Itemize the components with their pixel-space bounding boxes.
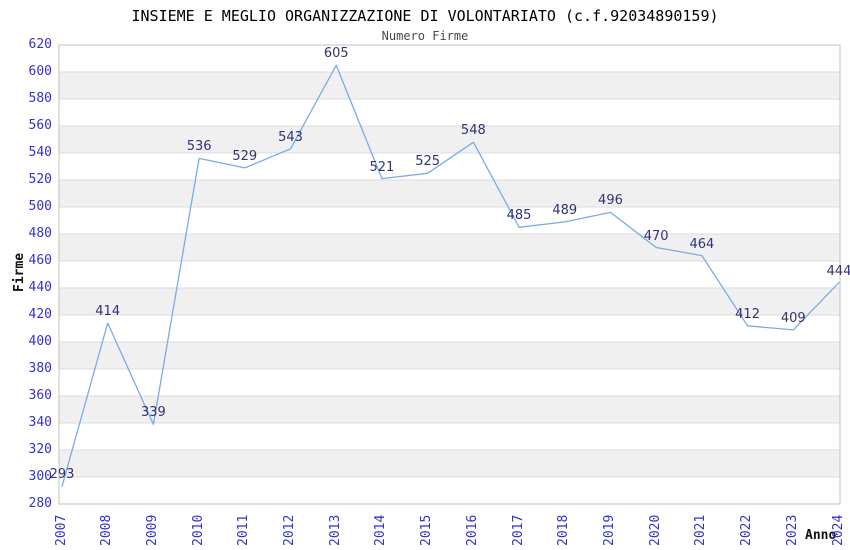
y-tick-label: 620 [28, 37, 52, 52]
data-point-label: 485 [506, 208, 532, 224]
y-tick-label: 380 [28, 361, 52, 376]
data-point-label: 414 [95, 304, 121, 320]
y-tick-label: 540 [28, 145, 52, 160]
data-point-label: 293 [49, 467, 75, 483]
y-tick-label: 340 [28, 415, 52, 430]
x-tick-label: 2010 [190, 514, 206, 546]
x-tick-label: 2020 [647, 514, 663, 546]
x-tick-label: 2021 [693, 514, 709, 546]
data-point-label: 543 [278, 129, 303, 145]
y-tick-label: 580 [28, 91, 52, 106]
x-tick-label: 2023 [784, 514, 800, 546]
x-tick-label: 2018 [556, 514, 572, 546]
y-tick-label: 480 [28, 226, 52, 241]
x-tick-label: 2022 [739, 514, 755, 546]
x-tick-label: 2016 [464, 514, 480, 546]
y-tick-label: 460 [28, 253, 52, 268]
x-tick-label: 2024 [830, 514, 846, 546]
data-point-label: 529 [232, 148, 258, 164]
x-tick-label: 2017 [510, 514, 526, 546]
x-tick-label: 2008 [99, 514, 115, 546]
x-axis-title: Anno [805, 528, 837, 543]
x-tick-label: 2007 [53, 514, 69, 546]
data-point-label: 339 [140, 405, 166, 421]
data-point-label: 605 [323, 46, 349, 62]
y-tick-label: 400 [28, 334, 52, 349]
x-tick-label: 2012 [282, 514, 298, 546]
x-tick-label: 2009 [144, 514, 160, 546]
plot-band [59, 342, 840, 369]
x-tick-label: 2011 [236, 514, 252, 546]
data-point-label: 412 [735, 306, 760, 322]
plot-border [58, 44, 841, 505]
x-tick-label: 2014 [373, 514, 389, 546]
y-tick-label: 520 [28, 172, 52, 187]
x-tick-label: 2019 [601, 514, 617, 546]
x-tick-label: 2013 [327, 514, 343, 546]
y-tick-label: 560 [28, 118, 52, 133]
chart-subtitle: Numero Firme [381, 29, 469, 43]
plot-band [59, 288, 840, 315]
series-line [61, 64, 840, 488]
data-point-label: 548 [460, 123, 486, 139]
data-point-label: 409 [780, 310, 806, 326]
x-tick-label: 2015 [419, 514, 435, 546]
plot-band [59, 126, 840, 153]
plot-band [59, 450, 840, 477]
y-tick-label: 440 [28, 280, 52, 295]
chart-title: INSIEME E MEGLIO ORGANIZZAZIONE DI VOLON… [131, 7, 719, 25]
plot-band [59, 396, 840, 423]
data-point-label: 464 [689, 236, 715, 252]
y-tick-label: 320 [28, 442, 52, 457]
data-point-label: 444 [826, 263, 850, 279]
data-point-label: 525 [415, 154, 441, 170]
plot-band [59, 180, 840, 207]
y-tick-label: 420 [28, 307, 52, 322]
data-point-label: 496 [598, 193, 623, 209]
data-point-label: 536 [186, 139, 212, 155]
y-tick-label: 280 [28, 496, 52, 511]
plot-band [59, 234, 840, 261]
data-point-label: 521 [369, 159, 395, 175]
data-point-label: 489 [552, 202, 578, 218]
plot-band [59, 72, 840, 99]
y-tick-label: 500 [28, 199, 52, 214]
y-tick-label: 600 [28, 64, 52, 79]
y-tick-label: 300 [28, 469, 52, 484]
y-tick-label: 360 [28, 388, 52, 403]
data-point-label: 470 [643, 228, 669, 244]
